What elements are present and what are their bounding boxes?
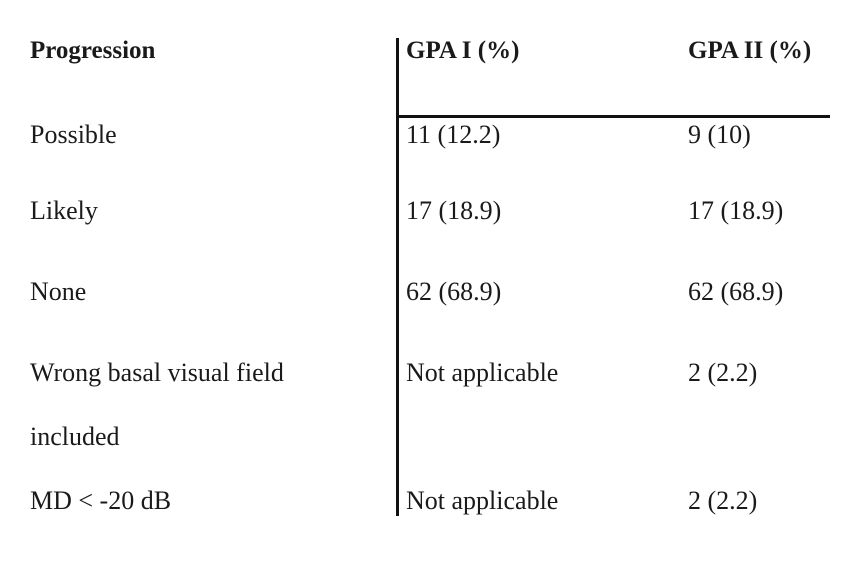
row-label-likely: Likely bbox=[30, 196, 98, 225]
row-md-gpa-ii: 2 (2.2) bbox=[688, 486, 758, 515]
row-possible-gpa-ii: 9 (10) bbox=[688, 120, 751, 149]
row-wrong-basal-gpa-i: Not applicable bbox=[406, 358, 559, 387]
header-gpa-ii: GPA II (%) bbox=[688, 37, 812, 64]
header-gpa-i: GPA I (%) bbox=[406, 37, 520, 64]
header-divider-horizontal bbox=[396, 115, 830, 118]
row-label-none: None bbox=[30, 277, 87, 306]
row-label-wrong-basal: Wrong basal visual field bbox=[30, 358, 284, 387]
row-md-gpa-i: Not applicable bbox=[406, 486, 559, 515]
row-likely-gpa-ii: 17 (18.9) bbox=[688, 196, 784, 225]
row-likely-gpa-i: 17 (18.9) bbox=[406, 196, 502, 225]
row-label-wrong-basal-continued: included bbox=[30, 422, 120, 451]
row-possible-gpa-i: 11 (12.2) bbox=[406, 120, 501, 149]
row-none-gpa-i: 62 (68.9) bbox=[406, 277, 502, 306]
row-label-possible: Possible bbox=[30, 120, 117, 149]
column-divider-vertical bbox=[396, 38, 399, 516]
row-wrong-basal-gpa-ii: 2 (2.2) bbox=[688, 358, 758, 387]
header-progression: Progression bbox=[30, 37, 156, 64]
row-label-md: MD < -20 dB bbox=[30, 486, 172, 515]
row-none-gpa-ii: 62 (68.9) bbox=[688, 277, 784, 306]
